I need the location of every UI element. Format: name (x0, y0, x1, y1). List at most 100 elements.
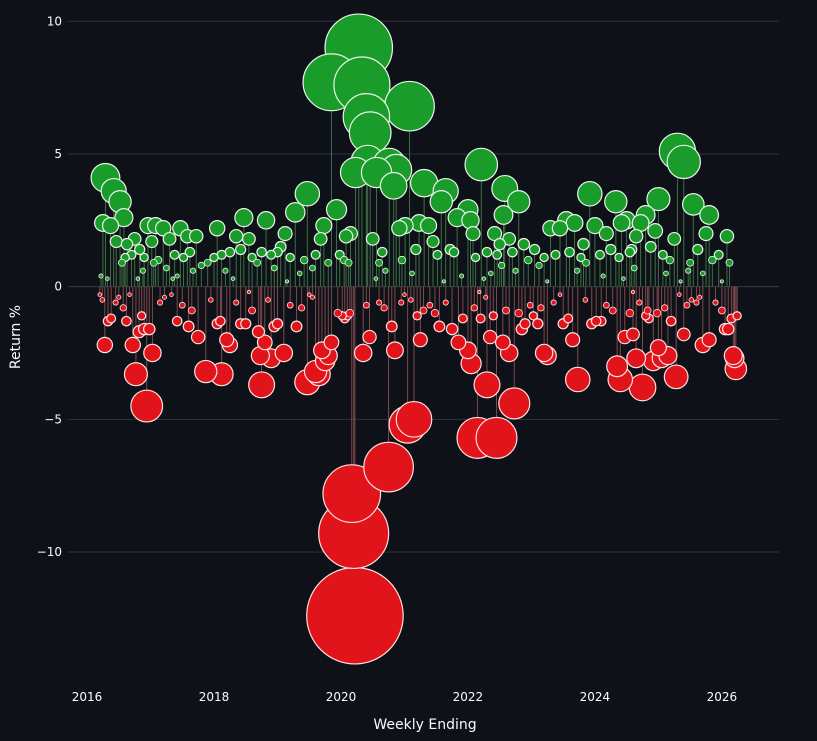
positive-bubble[interactable] (624, 246, 636, 258)
positive-bubble[interactable] (576, 252, 586, 263)
positive-bubble[interactable] (209, 252, 219, 263)
negative-bubble[interactable] (274, 343, 294, 363)
negative-bubble[interactable] (385, 320, 398, 333)
negative-bubble[interactable] (628, 373, 657, 402)
positive-bubble[interactable] (145, 234, 159, 249)
negative-bubble[interactable] (701, 332, 717, 348)
negative-bubble[interactable] (290, 320, 303, 333)
positive-bubble[interactable] (574, 267, 581, 274)
negative-bubble[interactable] (477, 289, 482, 294)
negative-bubble[interactable] (363, 301, 370, 309)
negative-bubble[interactable] (412, 311, 422, 321)
positive-bubble[interactable] (170, 276, 175, 281)
positive-bubble[interactable] (600, 273, 606, 279)
positive-bubble[interactable] (296, 270, 303, 277)
positive-bubble[interactable] (550, 249, 561, 260)
negative-bubble[interactable] (550, 299, 557, 306)
positive-bubble[interactable] (719, 228, 735, 244)
negative-bubble[interactable] (717, 306, 726, 315)
positive-bubble[interactable] (324, 258, 333, 267)
negative-bubble[interactable] (96, 336, 114, 354)
positive-bubble[interactable] (285, 279, 290, 284)
negative-bubble[interactable] (626, 348, 647, 369)
negative-bubble[interactable] (286, 301, 294, 309)
positive-bubble[interactable] (577, 180, 603, 207)
positive-bubble[interactable] (699, 205, 720, 225)
positive-bubble[interactable] (270, 264, 278, 272)
negative-bubble[interactable] (265, 297, 271, 303)
negative-bubble[interactable] (445, 322, 459, 336)
negative-bubble[interactable] (121, 315, 132, 327)
negative-bubble[interactable] (430, 308, 440, 318)
negative-bubble[interactable] (123, 362, 148, 387)
negative-bubble[interactable] (256, 334, 273, 351)
positive-bubble[interactable] (492, 249, 503, 260)
negative-bubble[interactable] (475, 416, 518, 459)
negative-bubble[interactable] (649, 339, 667, 357)
negative-bubble[interactable] (157, 299, 164, 306)
positive-bubble[interactable] (441, 279, 446, 284)
negative-bubble[interactable] (398, 299, 405, 306)
negative-bubble[interactable] (112, 299, 119, 306)
positive-bubble[interactable] (384, 80, 435, 132)
negative-bubble[interactable] (630, 289, 635, 294)
negative-bubble[interactable] (457, 313, 468, 324)
negative-bubble[interactable] (470, 304, 478, 312)
negative-bubble[interactable] (178, 301, 186, 309)
positive-bubble[interactable] (517, 237, 531, 251)
positive-bubble[interactable] (605, 243, 617, 256)
positive-bubble[interactable] (365, 231, 380, 246)
positive-bubble[interactable] (235, 243, 247, 256)
negative-bubble[interactable] (353, 343, 373, 363)
negative-bubble[interactable] (251, 325, 266, 339)
positive-bubble[interactable] (565, 214, 584, 232)
positive-bubble[interactable] (391, 220, 408, 237)
negative-bubble[interactable] (161, 294, 167, 300)
negative-bubble[interactable] (362, 329, 377, 345)
positive-bubble[interactable] (507, 190, 531, 214)
negative-bubble[interactable] (130, 389, 164, 423)
positive-bubble[interactable] (203, 258, 212, 267)
negative-bubble[interactable] (608, 306, 617, 315)
negative-bubble[interactable] (106, 313, 117, 324)
negative-bubble[interactable] (498, 387, 531, 420)
negative-bubble[interactable] (271, 318, 284, 330)
negative-bubble[interactable] (676, 327, 691, 342)
positive-bubble[interactable] (644, 240, 657, 253)
negative-bubble[interactable] (603, 301, 610, 309)
negative-bubble[interactable] (721, 322, 735, 336)
positive-bubble[interactable] (373, 276, 379, 281)
positive-bubble[interactable] (698, 225, 714, 242)
positive-bubble[interactable] (410, 243, 422, 256)
negative-bubble[interactable] (502, 306, 510, 315)
positive-bubble[interactable] (678, 279, 683, 284)
positive-bubble[interactable] (379, 171, 408, 200)
negative-bubble[interactable] (99, 297, 106, 303)
negative-bubble[interactable] (408, 297, 414, 303)
negative-bubble[interactable] (136, 311, 147, 321)
positive-bubble[interactable] (429, 190, 453, 214)
positive-bubble[interactable] (719, 279, 724, 284)
negative-bubble[interactable] (194, 359, 218, 384)
positive-bubble[interactable] (493, 237, 506, 251)
negative-bubble[interactable] (606, 355, 629, 378)
positive-bubble[interactable] (657, 249, 668, 260)
positive-bubble[interactable] (630, 264, 638, 272)
positive-bubble[interactable] (247, 252, 257, 263)
positive-bubble[interactable] (315, 217, 333, 235)
positive-bubble[interactable] (465, 225, 481, 242)
positive-bubble[interactable] (134, 243, 146, 256)
negative-bubble[interactable] (693, 299, 700, 306)
negative-bubble[interactable] (426, 301, 434, 309)
positive-bubble[interactable] (325, 199, 348, 221)
positive-bubble[interactable] (535, 261, 543, 270)
negative-bubble[interactable] (475, 313, 486, 324)
negative-bubble[interactable] (386, 341, 404, 360)
positive-bubble[interactable] (481, 246, 493, 258)
positive-bubble[interactable] (256, 246, 267, 258)
positive-bubble[interactable] (409, 270, 415, 277)
positive-bubble[interactable] (612, 214, 631, 232)
positive-bubble[interactable] (109, 234, 123, 249)
positive-bubble[interactable] (230, 276, 236, 281)
positive-bubble[interactable] (681, 193, 705, 216)
